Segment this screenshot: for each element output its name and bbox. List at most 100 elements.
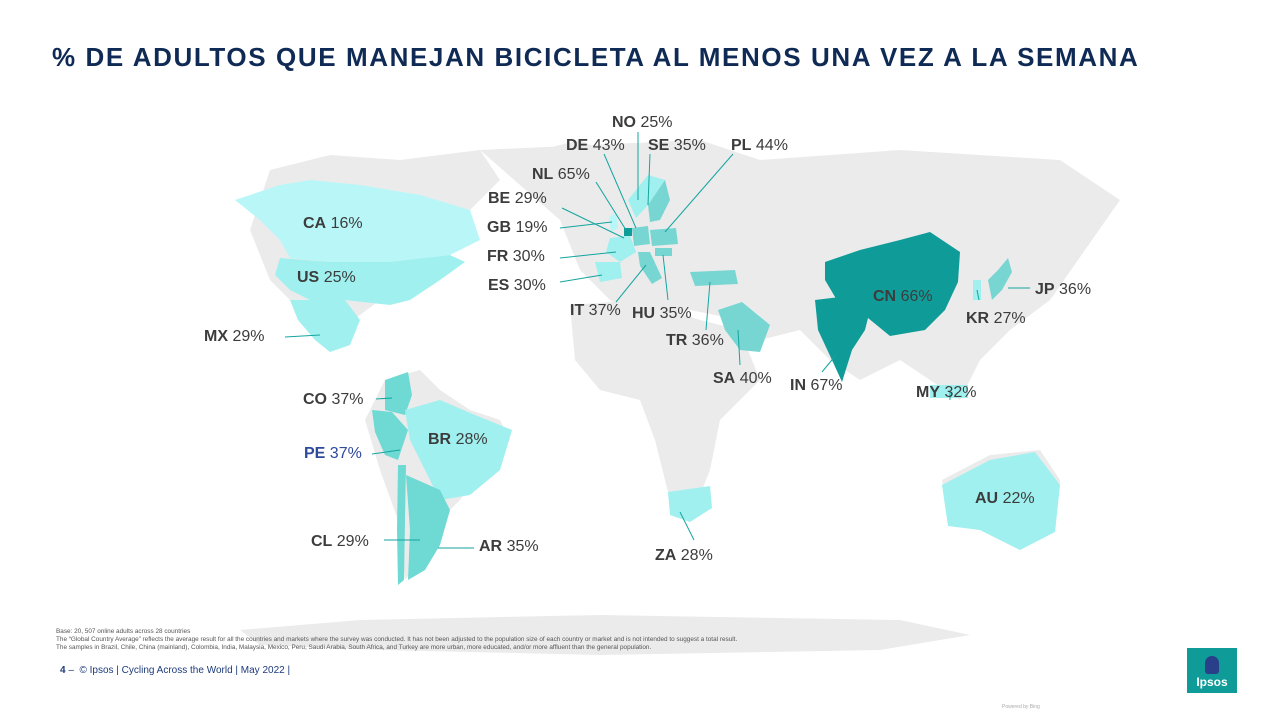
country-code: MY [916,384,940,401]
leader-line-pl [664,153,734,233]
leader-line-pe [371,449,401,455]
country-label-pe: PE 37% [304,445,362,463]
country-shape-pe [372,410,408,460]
country-code: GB [487,219,511,236]
country-label-jp: JP 36% [1035,281,1091,299]
highlighted-countries [235,175,1060,585]
country-label-au: AU 22% [975,490,1035,508]
country-label-ar: AR 35% [479,538,539,556]
country-code: JP [1035,281,1055,298]
country-value: 40% [739,370,772,387]
page-number: 4 [60,665,66,676]
leader-line-mx [284,334,321,338]
country-shape-us [275,255,465,305]
country-code: IT [570,302,585,319]
leader-line-nl [595,181,627,231]
slide-title: % DE ADULTOS QUE MANEJAN BICICLETA AL ME… [52,42,1140,72]
country-shape-co [385,372,412,415]
country-shape-es [595,262,622,282]
country-code: FR [487,248,509,265]
country-value: 66% [900,288,933,305]
footnote-base: Base: 20, 507 online adults across 28 co… [56,628,191,635]
country-label-nl: NL 65% [532,166,590,184]
footer-text: © Ipsos | Cycling Across the World | May… [79,665,291,676]
country-label-us: US 25% [297,269,356,287]
ipsos-logo-text: Ipsos [1196,675,1228,689]
country-code: ZA [655,547,677,564]
footer: 4 – © Ipsos | Cycling Across the World |… [60,665,290,676]
ipsos-logo-mark [1205,656,1219,674]
leader-line-tr [705,281,711,331]
country-value: 29% [232,328,265,345]
leader-line-sa [737,329,741,366]
country-value: 37% [329,445,362,462]
country-value: 35% [659,305,692,322]
leader-line-gb [559,221,613,229]
country-value: 35% [673,137,706,154]
country-value: 43% [592,137,625,154]
country-label-in: IN 67% [790,377,842,395]
country-code: BR [428,431,452,448]
country-value: 28% [455,431,488,448]
country-value: 29% [514,190,547,207]
country-code: MX [204,328,228,345]
country-shape-se [648,180,670,222]
country-label-sa: SA 40% [713,370,772,388]
country-code: CO [303,391,327,408]
country-label-cl: CL 29% [311,533,369,551]
country-label-br: BR 28% [428,431,488,449]
country-value: 16% [330,215,363,232]
country-label-cn: CN 66% [873,288,933,306]
country-label-za: ZA 28% [655,547,713,565]
country-value: 30% [513,277,546,294]
leader-line-fr [559,251,617,259]
country-code: AU [975,490,999,507]
country-label-hu: HU 35% [632,305,692,323]
country-value: 25% [640,114,673,131]
country-shape-mx [290,300,360,352]
footnote-samples: The samples in Brazil, Chile, China (mai… [56,644,652,652]
leader-line-be [561,207,625,239]
country-label-mx: MX 29% [204,328,264,346]
country-code: PE [304,445,326,462]
ipsos-logo: Ipsos [1187,648,1237,693]
country-code: PL [731,137,752,154]
leader-line-kr [976,289,980,301]
country-shape-no [628,175,665,218]
country-value: 32% [944,384,977,401]
country-value: 28% [680,547,713,564]
leader-lines [284,132,1030,549]
footer-separator: – [68,665,74,676]
country-shape-br [405,400,512,500]
country-label-de: DE 43% [566,137,625,155]
country-shape-my [930,385,968,398]
leader-line-se [647,153,651,206]
country-shape-pl [650,228,678,246]
country-value: 65% [557,166,590,183]
country-shape-fr [606,236,636,262]
country-label-pl: PL 44% [731,137,788,155]
country-shape-de [632,226,650,246]
country-label-es: ES 30% [488,277,546,295]
country-label-gb: GB 19% [487,219,547,237]
country-shape-cl [397,465,406,585]
country-value: 37% [588,302,621,319]
country-code: NL [532,166,554,183]
country-label-fr: FR 30% [487,248,545,266]
country-label-no: NO 25% [612,114,672,132]
country-label-my: MY 32% [916,384,976,402]
country-value: 36% [1059,281,1092,298]
country-value: 36% [691,332,724,349]
country-code: CL [311,533,333,550]
country-label-co: CO 37% [303,391,363,409]
country-code: HU [632,305,656,322]
country-label-se: SE 35% [648,137,706,155]
country-code: SA [713,370,736,387]
leader-line-co [375,397,393,400]
country-value: 29% [336,533,369,550]
country-shape-ca [235,180,480,262]
country-label-kr: KR 27% [966,310,1026,328]
country-code: AR [479,538,503,555]
country-value: 22% [1002,490,1035,507]
